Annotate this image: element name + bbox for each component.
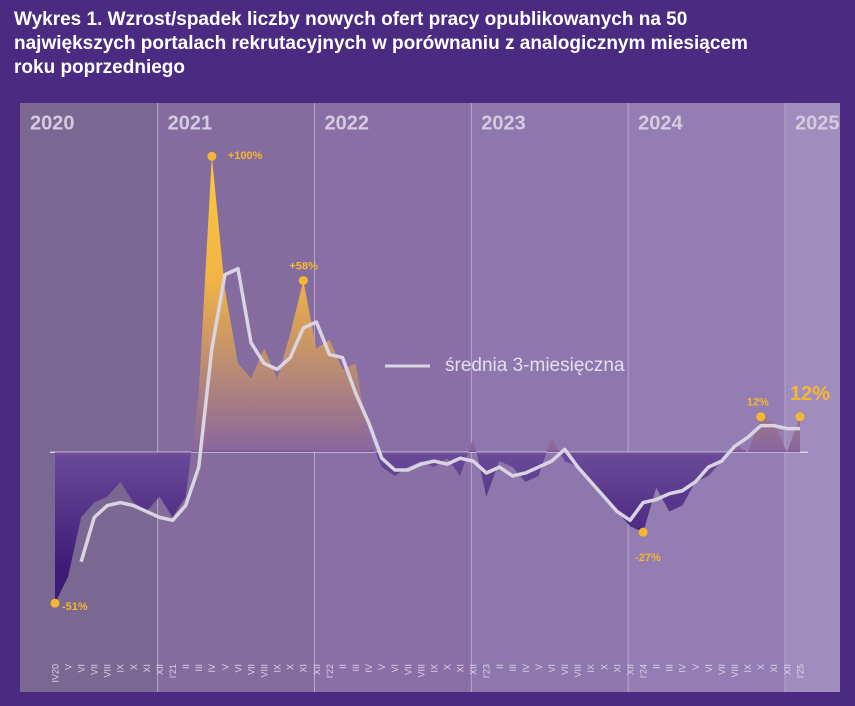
x-tick-label: VII <box>560 664 570 675</box>
chart-title: Wykres 1. Wzrost/spadek liczby nowych of… <box>14 9 748 78</box>
x-tick-label: IV <box>364 664 374 673</box>
year-band <box>471 103 629 692</box>
x-tick-label: XII <box>155 664 165 675</box>
x-tick-label: XI <box>142 664 152 673</box>
x-tick-label: III <box>351 664 361 672</box>
value-dot <box>756 412 766 422</box>
x-tick-label: VI <box>77 664 87 673</box>
x-tick-label: IV20 <box>50 664 60 683</box>
value-label: -51% <box>62 601 88 613</box>
x-tick-label: I'24 <box>639 664 649 678</box>
legend-label: średnia 3-miesięczna <box>445 355 625 376</box>
x-tick-label: V <box>63 664 73 670</box>
x-tick-label: III <box>508 664 518 672</box>
x-tick-label: VIII <box>259 664 269 678</box>
value-label: 12% <box>747 397 769 409</box>
x-tick-label: V <box>377 664 387 670</box>
x-tick-label: III <box>194 664 204 672</box>
x-tick-label: V <box>691 664 701 670</box>
x-tick-label: II <box>181 664 191 669</box>
value-label: +58% <box>289 260 318 272</box>
x-tick-label: IV <box>207 664 217 673</box>
x-tick-label: X <box>129 664 139 670</box>
x-tick-label: X <box>442 664 452 670</box>
x-tick-label: XII <box>469 664 479 675</box>
x-tick-label: IX <box>586 664 596 673</box>
value-label: 12% <box>790 383 830 405</box>
x-tick-label: III <box>665 664 675 672</box>
x-tick-label: V <box>220 664 230 670</box>
x-tick-label: XI <box>299 664 309 673</box>
x-tick-label: IX <box>116 664 126 673</box>
average-line <box>79 266 800 563</box>
year-band <box>20 103 158 692</box>
x-tick-label: VI <box>233 664 243 673</box>
value-dot <box>638 527 648 537</box>
year-band <box>628 103 785 692</box>
x-tick-label: X <box>756 664 766 670</box>
x-tick-label: XII <box>782 664 792 675</box>
x-tick-label: VII <box>717 664 727 675</box>
x-tick-label: X <box>599 664 609 670</box>
x-tick-label: VIII <box>730 664 740 678</box>
x-tick-label: VI <box>547 664 557 673</box>
x-tick-label: XI <box>612 664 622 673</box>
x-tick-label: X <box>286 664 296 670</box>
x-tick-label: I'23 <box>482 664 492 678</box>
x-tick-label: VIII <box>103 664 113 678</box>
value-dot <box>795 412 805 422</box>
x-tick-label: II <box>652 664 662 669</box>
x-tick-label: I'22 <box>325 664 335 678</box>
value-dot <box>298 276 308 286</box>
year-label: 2025 <box>795 112 840 134</box>
year-label: 2023 <box>481 112 526 134</box>
value-label: -27% <box>635 552 661 564</box>
year-label: 2022 <box>324 112 369 134</box>
value-label: +100% <box>228 150 263 162</box>
x-tick-label: I'25 <box>795 664 805 678</box>
year-label: 2024 <box>638 112 683 134</box>
x-tick-label: II <box>338 664 348 669</box>
x-tick-label: VI <box>390 664 400 673</box>
x-tick-label: VII <box>403 664 413 675</box>
x-tick-label: V <box>534 664 544 670</box>
x-tick-label: IV <box>521 664 531 673</box>
x-tick-label: XII <box>312 664 322 675</box>
year-band <box>784 103 840 692</box>
area <box>55 156 800 604</box>
year-label: 2020 <box>30 112 75 134</box>
x-tick-label: VII <box>246 664 256 675</box>
x-tick-label: XI <box>769 664 779 673</box>
x-tick-label: IX <box>273 664 283 673</box>
x-tick-label: XI <box>456 664 466 673</box>
value-dot <box>207 151 217 161</box>
year-label: 2021 <box>168 112 213 134</box>
x-tick-label: I'21 <box>168 664 178 678</box>
x-tick-label: VII <box>90 664 100 675</box>
x-tick-label: VI <box>704 664 714 673</box>
x-tick-label: XII <box>625 664 635 675</box>
x-tick-label: IX <box>743 664 753 673</box>
value-dot <box>50 598 60 608</box>
x-tick-label: VIII <box>416 664 426 678</box>
x-tick-label: IV <box>678 664 688 673</box>
x-tick-label: II <box>495 664 505 669</box>
x-tick-label: IX <box>429 664 439 673</box>
x-tick-label: VIII <box>573 664 583 678</box>
